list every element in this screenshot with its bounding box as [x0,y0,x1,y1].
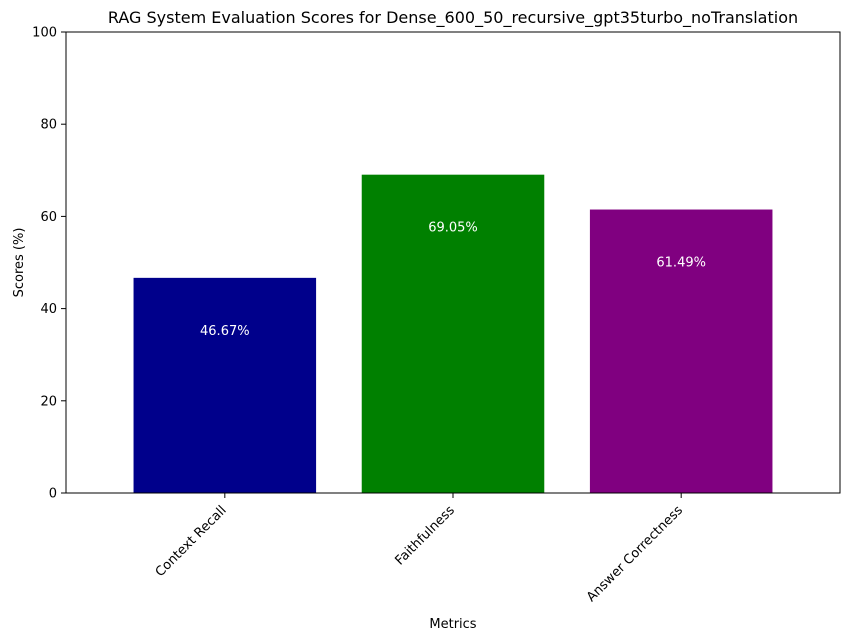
y-axis-title: Scores (%) [12,228,27,298]
y-tick-label: 20 [40,394,57,409]
y-tick-label: 0 [49,487,57,502]
y-tick-label: 60 [40,210,57,225]
bar-answer-correctness [589,209,773,493]
bar-value-label: 61.49% [656,256,706,271]
bar-value-label: 46.67% [200,324,250,339]
y-tick-label: 40 [40,302,57,317]
bar-context-recall [133,277,317,493]
x-tick-label: Context Recall [153,503,230,580]
x-axis-title: Metrics [429,617,476,632]
bars-layer [133,174,773,493]
x-axis: Context Recall Faithfulness Answer Correct… [153,493,686,605]
chart-title: RAG System Evaluation Scores for Dense_6… [108,8,798,28]
bar-labels-layer: 46.67% 69.05% 61.49% [200,221,706,339]
y-tick-label: 80 [40,118,57,133]
y-tick-label: 100 [32,26,57,41]
x-tick-label: Faithfulness [392,503,458,569]
x-tick-label: Answer Correctness [584,503,686,605]
bar-faithfulness [361,174,545,493]
y-axis: 0 20 40 60 80 100 [32,26,66,502]
bar-value-label: 69.05% [428,221,478,236]
